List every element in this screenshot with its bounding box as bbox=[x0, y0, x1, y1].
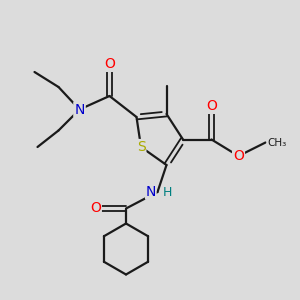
Text: O: O bbox=[233, 149, 244, 163]
Text: O: O bbox=[90, 202, 101, 215]
Text: O: O bbox=[206, 99, 217, 113]
Text: O: O bbox=[104, 57, 115, 71]
Text: S: S bbox=[136, 140, 146, 154]
Text: N: N bbox=[74, 103, 85, 116]
Text: H: H bbox=[163, 185, 172, 199]
Text: CH₃: CH₃ bbox=[267, 137, 286, 148]
Text: N: N bbox=[146, 185, 156, 199]
